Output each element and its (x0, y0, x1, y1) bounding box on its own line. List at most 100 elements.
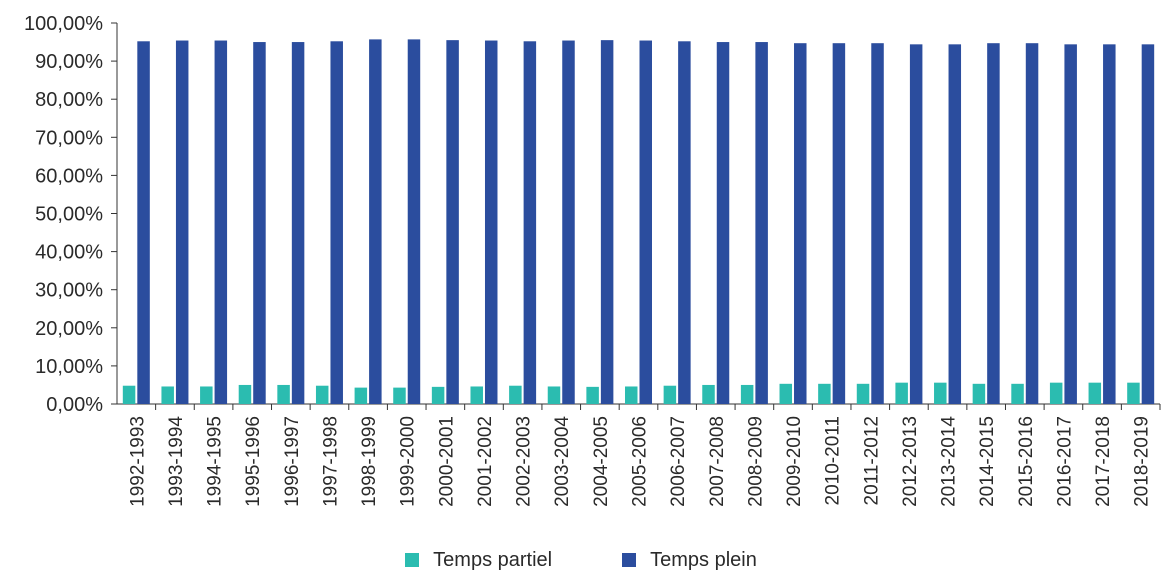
x-tick-label: 2017-2018 (1093, 416, 1114, 507)
bar-temps-partiel (238, 384, 252, 404)
bar-temps-partiel (1127, 382, 1140, 404)
x-tick-label: 2003-2004 (552, 416, 573, 507)
bar-temps-plein (214, 40, 228, 404)
x-tick-label: 2009-2010 (784, 416, 805, 507)
bar-temps-plein (832, 43, 846, 405)
bar-temps-partiel (200, 386, 213, 404)
legend-label-part-time: Temps partiel (433, 548, 553, 571)
y-tick-label: 0,00% (46, 394, 103, 416)
x-tick-label: 2015-2016 (1016, 416, 1037, 507)
legend-swatch-part-time (405, 553, 420, 567)
bar-temps-plein (446, 40, 459, 405)
bar-temps-partiel (1049, 382, 1063, 404)
bar-temps-partiel (1088, 382, 1102, 404)
bar-temps-plein (369, 39, 382, 405)
bar-temps-plein (562, 40, 575, 404)
x-tick-label: 1993-1994 (166, 416, 187, 507)
y-tick-label: 80,00% (35, 89, 103, 111)
bar-temps-plein (407, 39, 421, 405)
y-tick-label: 60,00% (35, 165, 103, 187)
x-tick-label: 2014-2015 (977, 416, 998, 507)
bar-temps-plein (253, 42, 266, 405)
x-tick-label: 1994-1995 (205, 416, 226, 507)
x-tick-label: 1999-2000 (398, 416, 419, 507)
y-tick-label: 10,00% (35, 356, 103, 378)
bar-temps-plein (1103, 44, 1116, 404)
bar-temps-partiel (779, 383, 793, 404)
legend-label-full-time: Temps plein (650, 548, 757, 571)
bar-temps-partiel (122, 385, 136, 404)
bar-temps-partiel (1011, 383, 1024, 404)
bar-temps-plein (909, 44, 923, 404)
bar-temps-plein (1141, 44, 1155, 404)
bar-temps-plein (600, 40, 614, 405)
bar-temps-plein (987, 43, 1000, 405)
bar-temps-partiel (702, 384, 715, 404)
y-tick-label: 90,00% (35, 51, 103, 73)
x-tick-label: 1996-1997 (282, 416, 303, 507)
bar-temps-partiel (934, 382, 947, 404)
bar-temps-partiel (895, 382, 908, 404)
x-tick-label: 2001-2002 (475, 416, 496, 507)
bar-temps-partiel (625, 386, 638, 404)
x-tick-label: 2016-2017 (1054, 416, 1075, 507)
x-tick-label: 2012-2013 (900, 416, 921, 507)
bar-temps-plein (1064, 44, 1077, 404)
x-tick-label: 1997-1998 (320, 416, 341, 507)
bar-temps-partiel (663, 385, 677, 404)
bar-temps-partiel (431, 386, 445, 404)
y-tick-label: 70,00% (35, 127, 103, 149)
bar-temps-partiel (586, 386, 599, 404)
bar-temps-plein (678, 41, 691, 405)
x-tick-label: 2011-2012 (861, 416, 882, 505)
bar-temps-partiel (393, 387, 406, 404)
y-tick-label: 50,00% (35, 204, 103, 226)
bar-temps-plein (639, 40, 652, 404)
bar-temps-partiel (315, 385, 329, 404)
bar-temps-plein (1025, 43, 1039, 405)
bar-temps-partiel (547, 386, 561, 404)
x-tick-label: 2006-2007 (668, 416, 689, 507)
bar-temps-plein (716, 42, 730, 405)
bar-temps-plein (523, 41, 537, 405)
bar-temps-plein (137, 41, 150, 405)
x-tick-label: 2007-2008 (707, 416, 728, 507)
legend-item-full-time: Temps plein (622, 549, 757, 572)
x-tick-label: 1998-1999 (359, 416, 380, 507)
y-tick-label: 100,00% (24, 13, 103, 35)
bar-temps-plein (175, 40, 189, 404)
y-tick-label: 20,00% (35, 318, 103, 340)
bar-temps-plein (291, 42, 305, 405)
bar-temps-plein (755, 42, 768, 405)
bar-temps-partiel (354, 387, 368, 404)
bar-temps-partiel (509, 385, 522, 404)
legend-item-part-time: Temps partiel (405, 549, 552, 572)
x-tick-label: 2000-2001 (436, 416, 457, 507)
bar-temps-partiel (818, 383, 831, 404)
bar-temps-plein (871, 43, 884, 405)
bar-temps-partiel (856, 383, 870, 404)
bar-temps-partiel (740, 384, 754, 404)
x-tick-label: 2008-2009 (745, 416, 766, 507)
bar-temps-partiel (972, 383, 986, 404)
x-tick-label: 2010-2011 (823, 416, 844, 505)
legend-swatch-full-time (622, 553, 637, 567)
y-tick-label: 40,00% (35, 242, 103, 264)
x-tick-label: 2018-2019 (1132, 416, 1153, 507)
bar-temps-plein (794, 43, 807, 405)
x-tick-label: 1995-1996 (243, 416, 264, 507)
bar-temps-partiel (161, 386, 174, 404)
bar-temps-plein (948, 44, 962, 404)
y-tick-label: 30,00% (35, 280, 103, 302)
bar-temps-plein (484, 40, 498, 404)
x-tick-label: 2005-2006 (630, 416, 651, 507)
x-tick-label: 2002-2003 (514, 416, 535, 507)
x-tick-label: 2013-2014 (939, 416, 960, 507)
bar-temps-plein (330, 41, 343, 405)
x-tick-label: 1992-1993 (127, 416, 148, 507)
bar-temps-partiel (470, 386, 483, 404)
legend: Temps partiel Temps plein (0, 548, 1162, 572)
bar-temps-partiel (277, 384, 290, 404)
x-tick-label: 2004-2005 (591, 416, 612, 507)
